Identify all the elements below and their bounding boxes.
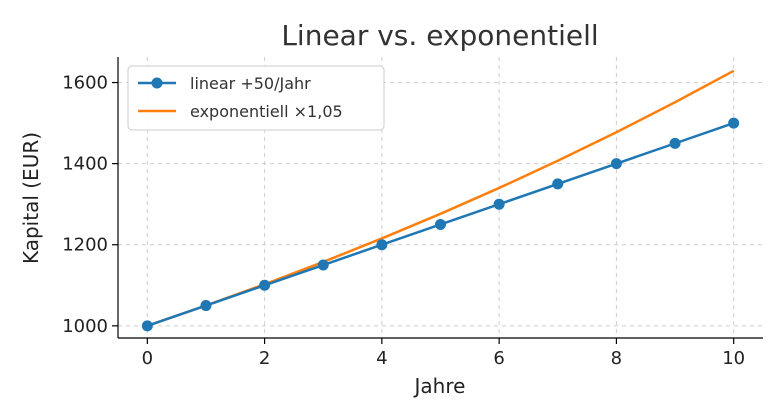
y-tick-label: 1400	[62, 154, 108, 175]
data-point-linear	[200, 300, 212, 312]
y-ticks: 1000 1200 1400 1600	[62, 73, 118, 337]
data-point-linear	[376, 239, 388, 251]
x-tick-label: 10	[722, 348, 745, 369]
series-layer	[141, 69, 740, 332]
x-tick-label: 4	[376, 348, 387, 369]
legend-label-exponential: exponentiell ×1,05	[190, 102, 343, 121]
legend-marker-linear	[151, 77, 163, 89]
y-tick-label: 1200	[62, 235, 108, 256]
x-axis-label: Jahre	[413, 374, 466, 398]
y-tick-label: 1600	[62, 73, 108, 94]
data-point-linear	[669, 137, 681, 149]
data-point-linear	[435, 218, 446, 230]
y-tick-label: 1000	[62, 316, 108, 337]
data-point-linear	[141, 320, 153, 332]
data-point-linear	[552, 178, 564, 190]
x-tick-label: 2	[259, 348, 270, 369]
x-tick-label: 6	[493, 348, 504, 369]
legend: linear +50/Jahr exponentiell ×1,05	[127, 65, 385, 131]
data-point-linear	[259, 279, 271, 291]
legend-box	[127, 65, 385, 131]
y-axis-label: Kapital (EUR)	[19, 132, 43, 264]
data-point-linear	[317, 259, 329, 271]
x-tick-label: 0	[142, 348, 153, 369]
x-tick-label: 8	[611, 348, 622, 369]
data-point-linear	[610, 158, 622, 170]
legend-label-linear: linear +50/Jahr	[190, 74, 311, 93]
chart-title: Linear vs. exponentiell	[281, 19, 598, 52]
data-point-linear	[493, 198, 505, 210]
data-point-linear	[728, 117, 740, 129]
x-ticks: 0 2 4 6 8 10	[142, 338, 745, 369]
